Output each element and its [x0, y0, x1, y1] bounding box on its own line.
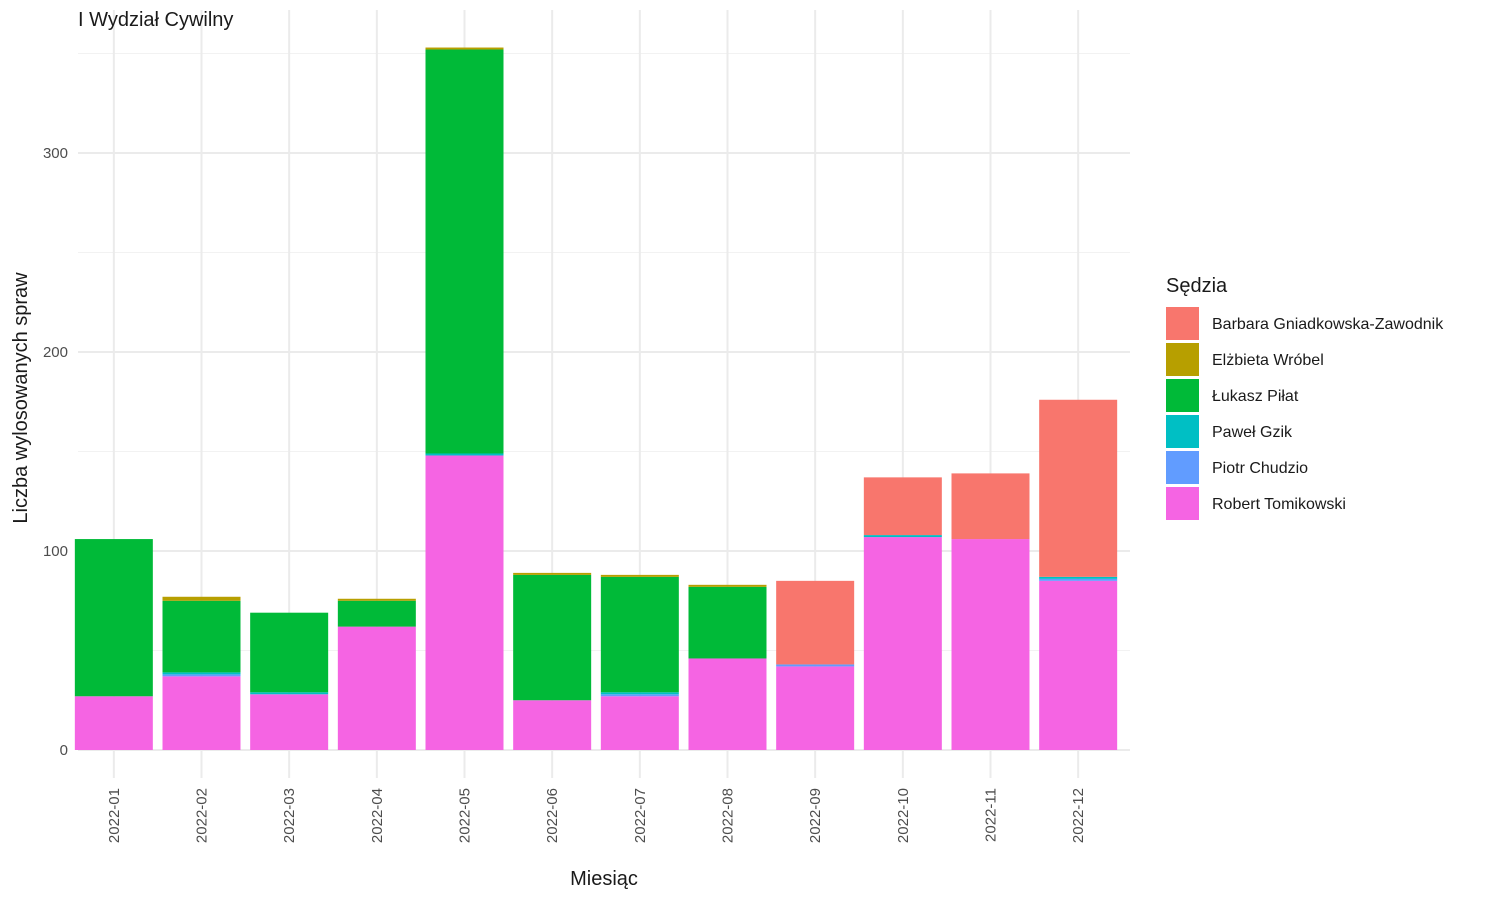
bar-segment — [425, 47, 504, 50]
legend-swatch — [1166, 487, 1199, 520]
x-tick-label: 2022-02 — [194, 788, 211, 843]
legend-label: Elżbieta Wróbel — [1212, 352, 1324, 369]
bar-segment — [688, 586, 767, 659]
bar-segment — [513, 572, 592, 575]
x-tick-label: 2022-06 — [544, 788, 561, 843]
bar-segment — [425, 455, 504, 750]
bar-segment — [600, 576, 679, 693]
legend-swatch — [1166, 379, 1199, 412]
bar-segment — [863, 537, 942, 750]
bar-segment — [688, 658, 767, 750]
bar-segment — [776, 666, 855, 750]
bar-segment — [337, 600, 416, 627]
bar-segment — [863, 535, 942, 538]
x-tick-label: 2022-11 — [983, 788, 1000, 842]
bar-segment — [162, 672, 241, 675]
x-tick-label: 2022-05 — [457, 788, 474, 843]
x-tick-label: 2022-08 — [720, 788, 737, 843]
legend: Sędzia Barbara Gniadkowska-Zawodnik Elżbi… — [1166, 275, 1444, 520]
legend-label: Piotr Chudzio — [1212, 460, 1308, 477]
legend-swatch — [1166, 451, 1199, 484]
bar-segment — [425, 453, 504, 456]
legend-label: Robert Tomikowski — [1212, 496, 1346, 513]
bar-segment — [425, 49, 504, 454]
legend-label: Paweł Gzik — [1212, 424, 1293, 441]
bar-segment — [951, 539, 1030, 750]
bar-segment — [1039, 576, 1118, 579]
bar-segment — [1039, 578, 1118, 581]
legend-swatch — [1166, 307, 1199, 340]
x-tick-labels: 2022-01 2022-02 2022-03 2022-04 2022-05 2022-… — [106, 788, 1087, 843]
x-tick-label: 2022-04 — [369, 788, 386, 843]
x-tick-label: 2022-12 — [1070, 788, 1087, 843]
bar-segment — [250, 694, 329, 750]
bar-segment — [776, 664, 855, 667]
bar-segment — [600, 694, 679, 697]
y-tick-label: 100 — [43, 543, 68, 560]
bar-segment — [863, 477, 942, 536]
legend-swatch — [1166, 343, 1199, 376]
bar-segment — [1039, 580, 1118, 750]
bar-segment — [951, 473, 1030, 540]
y-tick-label: 0 — [60, 742, 68, 759]
bar-segment — [162, 674, 241, 677]
legend-title: Sędzia — [1166, 275, 1228, 297]
x-tick-label: 2022-03 — [281, 788, 298, 843]
legend-swatch — [1166, 415, 1199, 448]
bar-segment — [337, 598, 416, 601]
bar-segment — [600, 692, 679, 695]
x-axis-title: Miesiąc — [570, 868, 638, 890]
legend-label: Łukasz Piłat — [1212, 388, 1299, 405]
chart-title: I Wydział Cywilny — [78, 9, 233, 31]
bar-segment — [600, 696, 679, 750]
y-tick-label: 200 — [43, 344, 68, 361]
bar-segment — [1039, 399, 1118, 577]
bar-segment — [337, 626, 416, 750]
bar-segment — [688, 584, 767, 587]
y-tick-label: 300 — [43, 145, 68, 162]
y-tick-labels: 0 100 200 300 — [43, 145, 68, 759]
bar-segment — [250, 612, 329, 693]
bar-segment — [600, 574, 679, 577]
bar-segment — [162, 676, 241, 750]
bar-segment — [513, 574, 592, 701]
x-tick-label: 2022-10 — [895, 788, 912, 843]
bar-segment — [250, 692, 329, 695]
x-tick-label: 2022-09 — [807, 788, 824, 843]
bar-segment — [776, 580, 855, 665]
bar-segment — [74, 696, 153, 750]
bar-segment — [513, 700, 592, 750]
y-axis-title: Liczba wylosowanych spraw — [10, 272, 32, 524]
legend-label: Barbara Gniadkowska-Zawodnik — [1212, 316, 1444, 333]
x-tick-label: 2022-01 — [106, 788, 123, 843]
bar-segment — [162, 600, 241, 673]
bars — [74, 47, 1118, 750]
bar-segment — [162, 596, 241, 601]
x-tick-label: 2022-07 — [632, 788, 649, 843]
bar-segment — [74, 539, 153, 697]
